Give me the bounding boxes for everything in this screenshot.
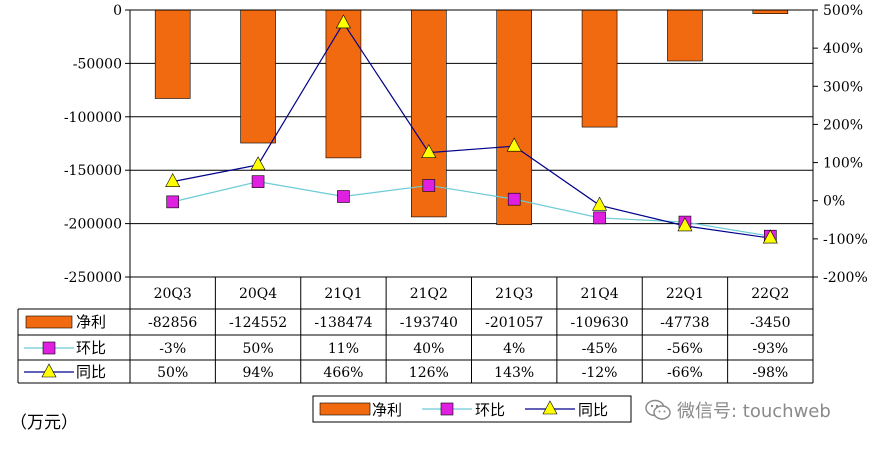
data-label: 94% <box>243 365 274 381</box>
data-label: -66% <box>667 365 703 381</box>
bar <box>325 9 362 159</box>
row-label: 同比 <box>76 363 106 381</box>
data-label: -138474 <box>314 315 372 331</box>
tongbi-point <box>506 137 522 152</box>
row-label: 净利 <box>76 313 106 331</box>
data-label: -3450 <box>750 315 790 331</box>
line-series <box>165 14 778 244</box>
bar <box>154 9 191 99</box>
bar <box>496 9 532 226</box>
data-label: 40% <box>413 341 444 357</box>
tongbi-point <box>677 217 693 232</box>
tongbi-point <box>250 156 266 171</box>
y2-tick-label: -100% <box>823 232 868 248</box>
data-label: -93% <box>752 341 788 357</box>
x-tick-label: 22Q1 <box>666 286 704 302</box>
data-label: -47738 <box>660 315 709 331</box>
huanbi-line <box>172 181 771 237</box>
data-label: -82856 <box>148 315 197 331</box>
data-label: 143% <box>494 365 534 381</box>
huanbi-point <box>337 190 350 203</box>
y2-tick-label: 400% <box>823 41 863 57</box>
bar <box>581 9 618 128</box>
data-label: 50% <box>157 365 188 381</box>
y2-tick-label: 0% <box>823 194 845 210</box>
legend-label: 环比 <box>475 401 505 419</box>
data-label: -109630 <box>570 315 628 331</box>
y-tick-label: -200000 <box>64 217 122 233</box>
bar <box>667 9 703 62</box>
row-key-marker <box>41 363 57 378</box>
x-tick-label: 20Q4 <box>239 286 277 302</box>
data-label: 50% <box>243 341 274 357</box>
y2-tick-label: 200% <box>823 117 863 133</box>
bar <box>752 9 789 14</box>
x-tick-label: 21Q4 <box>580 286 618 302</box>
data-label: 4% <box>503 341 525 357</box>
y-tick-label: -50000 <box>73 56 122 72</box>
x-tick-label: 20Q3 <box>154 286 192 302</box>
row-label: 环比 <box>76 339 106 357</box>
tongbi-point <box>762 229 778 244</box>
tongbi-point <box>592 196 608 211</box>
y-tick-label: 0 <box>113 3 122 19</box>
legend-label: 净利 <box>372 401 402 419</box>
data-label: -3% <box>159 341 186 357</box>
data-label: -124552 <box>229 315 287 331</box>
unit-label: （万元） <box>10 413 78 433</box>
data-label: 126% <box>409 365 449 381</box>
row-key-bar <box>25 315 73 329</box>
tongbi-point <box>335 14 351 29</box>
watermark-text: 微信号: touchweb <box>677 401 831 422</box>
y2-tick-label: -200% <box>823 270 868 286</box>
x-tick-label: 21Q1 <box>324 286 362 302</box>
data-label: -201057 <box>485 315 543 331</box>
tongbi-line <box>172 21 771 239</box>
bar <box>240 9 276 144</box>
y2-tick-label: 100% <box>823 156 863 172</box>
legend-key-bar <box>319 402 371 416</box>
data-label: -12% <box>582 365 618 381</box>
data-label: -193740 <box>400 315 458 331</box>
data-table: 20Q3 20Q4 21Q1 21Q2 21Q3 21Q4 22Q1 22Q2 净利 -82856… <box>17 276 814 384</box>
huanbi-point <box>166 195 179 209</box>
data-label: 466% <box>323 365 363 381</box>
huanbi-point <box>507 192 521 206</box>
tongbi-point <box>421 144 437 158</box>
y-tick-label: -100000 <box>64 110 122 126</box>
legend-key-marker <box>440 402 454 416</box>
y-tick-label: -150000 <box>64 163 122 179</box>
legend-label: 同比 <box>578 401 608 419</box>
huanbi-point <box>422 179 436 192</box>
legend-key-marker <box>542 400 558 415</box>
huanbi-point <box>593 211 606 225</box>
axes: 0 -50000 -100000 -150000 -200000 -250000 500% 4… <box>64 3 868 286</box>
data-label: -45% <box>582 341 618 357</box>
data-label: -98% <box>752 365 788 381</box>
bar-series <box>154 9 789 226</box>
wechat-icon <box>645 399 671 421</box>
x-tick-label: 21Q3 <box>495 286 533 302</box>
row-key-marker <box>42 341 56 355</box>
legend: 净利 环比 同比 <box>312 395 632 423</box>
y2-tick-label: 300% <box>823 79 863 95</box>
x-tick-label: 22Q2 <box>751 286 789 302</box>
y-tick-label: -250000 <box>64 270 122 286</box>
y2-tick-label: 500% <box>823 3 863 19</box>
watermark: 微信号: touchweb <box>645 396 831 424</box>
tongbi-point <box>165 173 181 187</box>
huanbi-point <box>251 175 265 188</box>
data-label: 11% <box>328 341 359 357</box>
data-label: -56% <box>667 341 703 357</box>
x-tick-label: 21Q2 <box>410 286 448 302</box>
